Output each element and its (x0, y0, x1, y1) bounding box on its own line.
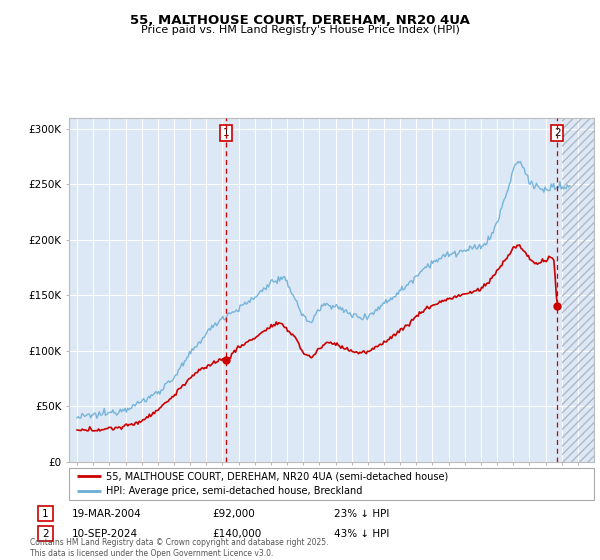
Text: 10-SEP-2024: 10-SEP-2024 (71, 529, 137, 539)
FancyBboxPatch shape (38, 506, 53, 521)
Text: 1: 1 (42, 508, 49, 519)
Text: 55, MALTHOUSE COURT, DEREHAM, NR20 4UA: 55, MALTHOUSE COURT, DEREHAM, NR20 4UA (130, 14, 470, 27)
Text: 2: 2 (42, 529, 49, 539)
Text: 43% ↓ HPI: 43% ↓ HPI (334, 529, 389, 539)
Text: 2: 2 (554, 128, 560, 138)
Text: Contains HM Land Registry data © Crown copyright and database right 2025.
This d: Contains HM Land Registry data © Crown c… (30, 538, 329, 558)
Text: 19-MAR-2004: 19-MAR-2004 (71, 508, 141, 519)
Bar (562, 118, 594, 462)
Text: HPI: Average price, semi-detached house, Breckland: HPI: Average price, semi-detached house,… (106, 486, 362, 496)
Text: £140,000: £140,000 (212, 529, 262, 539)
Bar (562, 118, 594, 462)
Text: 55, MALTHOUSE COURT, DEREHAM, NR20 4UA (semi-detached house): 55, MALTHOUSE COURT, DEREHAM, NR20 4UA (… (106, 472, 448, 482)
FancyBboxPatch shape (69, 468, 594, 500)
Text: £92,000: £92,000 (212, 508, 255, 519)
FancyBboxPatch shape (38, 526, 53, 542)
Text: Price paid vs. HM Land Registry's House Price Index (HPI): Price paid vs. HM Land Registry's House … (140, 25, 460, 35)
Text: 1: 1 (223, 128, 229, 138)
Text: 23% ↓ HPI: 23% ↓ HPI (334, 508, 389, 519)
